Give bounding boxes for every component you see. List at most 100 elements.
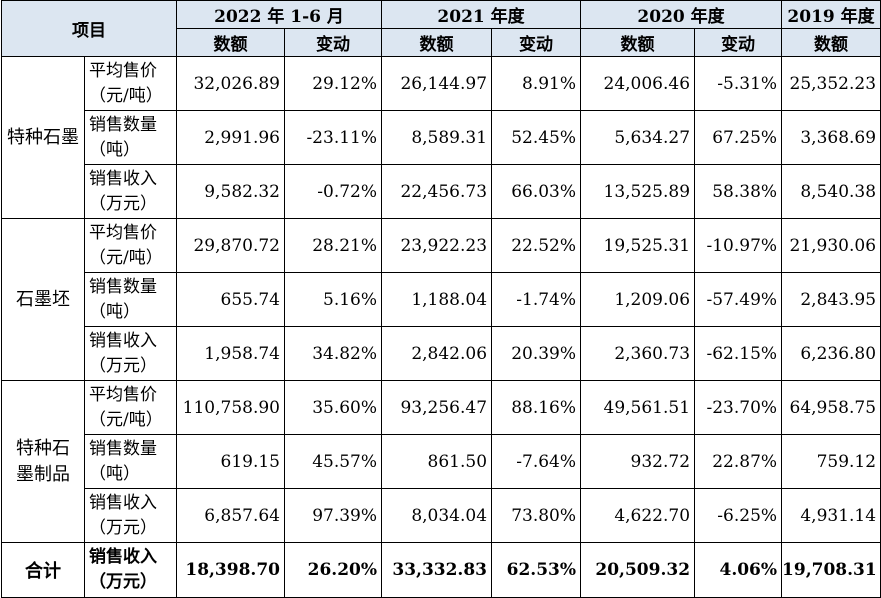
total-change-cell: 26.20% bbox=[283, 542, 383, 598]
change-cell: 22.52% bbox=[491, 218, 582, 273]
total-label: 合计 bbox=[1, 542, 85, 598]
metric-label-line: （万元） bbox=[89, 355, 157, 376]
amount-cell: 5,634.27 bbox=[580, 110, 696, 165]
metric-cell: 销售收入 （万元） bbox=[84, 326, 177, 381]
metric-cell: 平均售价 （元/吨） bbox=[84, 218, 177, 273]
header-period-2021: 2021 年度 bbox=[381, 0, 582, 29]
amount-cell: 19,525.31 bbox=[580, 218, 696, 273]
change-cell: -6.25% bbox=[694, 488, 783, 543]
change-cell: -57.49% bbox=[694, 272, 783, 327]
change-cell: 97.39% bbox=[283, 488, 383, 543]
amount-cell: 1,958.74 bbox=[176, 326, 285, 381]
metric-cell: 销售收入 （万元） bbox=[84, 542, 177, 598]
total-change-cell: 62.53% bbox=[491, 542, 582, 598]
metric-label-line: 销售收入 bbox=[89, 547, 157, 567]
change-cell: 67.25% bbox=[694, 110, 783, 165]
amount-cell: 4,622.70 bbox=[580, 488, 696, 543]
metric-label-line: 销售收入 bbox=[89, 168, 157, 189]
change-cell: 5.16% bbox=[283, 272, 383, 327]
header-amount: 数额 bbox=[176, 28, 285, 57]
metric-label-line: 销售收入 bbox=[89, 492, 157, 513]
amount-cell: 2,843.95 bbox=[781, 272, 881, 327]
amount-cell: 619.15 bbox=[176, 434, 285, 489]
metric-cell: 平均售价 （元/吨） bbox=[84, 380, 177, 435]
metric-label-line: （万元） bbox=[89, 193, 157, 214]
header-change: 变动 bbox=[491, 28, 582, 57]
metric-label-line: （吨） bbox=[89, 301, 140, 322]
amount-cell: 2,991.96 bbox=[176, 110, 285, 165]
table-row: 销售数量 （吨） 655.74 5.16% 1,188.04 -1.74% 1,209.06… bbox=[2, 272, 881, 327]
change-cell: -0.72% bbox=[283, 164, 383, 219]
change-cell: -62.15% bbox=[694, 326, 783, 381]
change-cell: -7.64% bbox=[491, 434, 582, 489]
table-row: 销售数量 （吨） 2,991.96 -23.11% 8,589.31 52.45% 5,63… bbox=[2, 110, 881, 165]
change-cell: -23.70% bbox=[694, 380, 783, 435]
header-period-2020: 2020 年度 bbox=[580, 0, 783, 29]
change-cell: 35.60% bbox=[283, 380, 383, 435]
category-name-line: 石墨坯 bbox=[16, 288, 70, 310]
amount-cell: 1,209.06 bbox=[580, 272, 696, 327]
metric-label-line: 销售数量 bbox=[89, 438, 157, 459]
amount-cell: 6,236.80 bbox=[781, 326, 881, 381]
amount-cell: 64,958.75 bbox=[781, 380, 881, 435]
change-cell: 66.03% bbox=[491, 164, 582, 219]
header-row-subcols: 数额 变动 数额 变动 数额 变动 数额 bbox=[2, 28, 881, 57]
amount-cell: 110,758.90 bbox=[176, 380, 285, 435]
change-cell: 8.91% bbox=[491, 56, 582, 111]
amount-cell: 26,144.97 bbox=[381, 56, 493, 111]
table-row: 特种石墨 平均售价 （元/吨） 32,026.89 29.12% 26,144.97 8.9… bbox=[1, 56, 881, 219]
change-cell: 45.57% bbox=[283, 434, 383, 489]
amount-cell: 2,842.06 bbox=[381, 326, 493, 381]
category-cell: 特种石 墨制品 bbox=[1, 380, 85, 543]
change-cell: 29.12% bbox=[283, 56, 383, 111]
metric-cell: 销售数量 （吨） bbox=[84, 434, 177, 489]
metric-label-line: 销售收入 bbox=[89, 330, 157, 351]
category-cell: 石墨坯 bbox=[1, 218, 85, 381]
metric-label-line: 平均售价 bbox=[89, 222, 157, 243]
header-row-periods: 项目 2022 年 1-6 月 2021 年度 2020 年度 2019 年度 bbox=[1, 0, 881, 57]
header-amount: 数额 bbox=[381, 28, 493, 57]
metric-label-line: 销售数量 bbox=[89, 276, 157, 297]
total-amount-cell: 19,708.31 bbox=[781, 542, 881, 598]
metric-label-line: （万元） bbox=[89, 517, 157, 538]
amount-cell: 23,922.23 bbox=[381, 218, 493, 273]
category-name-line: 墨制品 bbox=[16, 463, 70, 485]
change-cell: -23.11% bbox=[283, 110, 383, 165]
amount-cell: 1,188.04 bbox=[381, 272, 493, 327]
header-period-2022h1: 2022 年 1-6 月 bbox=[175, 0, 383, 29]
total-amount-cell: 18,398.70 bbox=[176, 542, 285, 598]
amount-cell: 13,525.89 bbox=[580, 164, 696, 219]
table-row: 石墨坯 平均售价 （元/吨） 29,870.72 28.21% 23,922.23 22.5… bbox=[1, 218, 881, 381]
metric-label-line: （元/吨） bbox=[89, 247, 163, 268]
metric-label-line: （万元） bbox=[89, 572, 157, 592]
table-row: 特种石 墨制品 平均售价 （元/吨） 110,758.90 35.60% 93,256.47… bbox=[1, 380, 881, 543]
header-amount: 数额 bbox=[781, 28, 881, 57]
total-amount-cell: 33,332.83 bbox=[381, 542, 493, 598]
metric-label-line: 平均售价 bbox=[89, 384, 157, 405]
change-cell: 73.80% bbox=[491, 488, 582, 543]
metric-cell: 销售收入 （万元） bbox=[84, 164, 177, 219]
amount-cell: 29,870.72 bbox=[176, 218, 285, 273]
metric-label-line: 平均售价 bbox=[89, 60, 157, 81]
metric-label-line: （吨） bbox=[89, 139, 140, 160]
total-amount-cell: 20,509.32 bbox=[580, 542, 696, 598]
amount-cell: 6,857.64 bbox=[176, 488, 285, 543]
change-cell: -5.31% bbox=[694, 56, 783, 111]
header-change: 变动 bbox=[283, 28, 383, 57]
metric-label-line: 销售数量 bbox=[89, 114, 157, 135]
amount-cell: 9,582.32 bbox=[176, 164, 285, 219]
header-item: 项目 bbox=[1, 0, 177, 57]
change-cell: -1.74% bbox=[491, 272, 582, 327]
metric-cell: 销售数量 （吨） bbox=[84, 272, 177, 327]
amount-cell: 4,931.14 bbox=[781, 488, 881, 543]
category-cell: 特种石墨 bbox=[1, 56, 85, 219]
table-row: 销售收入 （万元） 1,958.74 34.82% 2,842.06 20.39% 2,36… bbox=[2, 326, 881, 381]
amount-cell: 3,368.69 bbox=[781, 110, 881, 165]
amount-cell: 861.50 bbox=[381, 434, 493, 489]
change-cell: -10.97% bbox=[694, 218, 783, 273]
metric-label-line: （元/吨） bbox=[89, 85, 163, 106]
total-row: 合计 销售收入 （万元） 18,398.70 26.20% 33,332.83 62.53%… bbox=[1, 542, 881, 598]
table-row: 销售收入 （万元） 9,582.32 -0.72% 22,456.73 66.03% 13,… bbox=[2, 164, 881, 219]
amount-cell: 2,360.73 bbox=[580, 326, 696, 381]
header-period-2019: 2019 年度 bbox=[781, 0, 881, 29]
